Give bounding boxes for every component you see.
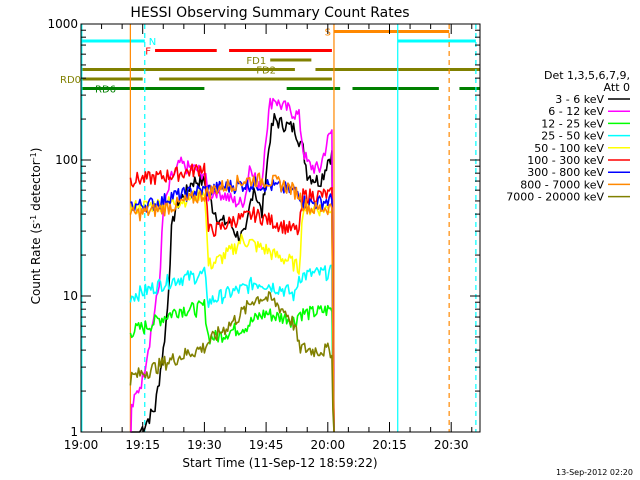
series-line-3 [129,264,335,433]
series-line-5 [129,162,335,433]
series-line-1 [130,97,335,433]
y-tick-label: 1000 [47,17,78,31]
series-line-2 [129,299,335,433]
x-tick-label: 20:30 [434,438,469,452]
legend-header-line1: Det 1,3,5,6,7,9, [544,69,630,82]
flag-label-n: N [149,37,156,48]
flag-label-rd6: RD6 [95,85,116,96]
flag-label-rd0: RD0 [60,75,81,86]
plot-frame [80,23,481,433]
y-axis-label-part1: Count Rate (s [29,223,43,305]
legend-entry-label: 800 - 7000 keV [520,178,604,191]
chart-title: HESSI Observing Summary Count Rates [130,5,409,21]
y-axis-label-sup2: -1 [29,152,38,160]
y-tick-label: 1 [70,425,78,439]
y-axis-label-sup1: -1 [29,215,38,223]
timestamp: 13-Sep-2012 02:20 [556,468,633,477]
axes: 1 10 100 1000 19:00 19:15 19:30 19:45 20:00 20:15… [47,17,481,452]
series-line-8 [129,291,335,433]
x-tick-label: 19:30 [187,438,222,452]
y-axis-label-part2: detector [29,160,43,215]
legend-entry-label: 6 - 12 keV [548,105,604,118]
flag-label-f: F [145,47,151,58]
y-axis-label-part3: ) [29,148,43,153]
legend-entry-label: 25 - 50 keV [541,130,604,143]
x-tick-label: 19:45 [249,438,284,452]
legend-entry-label: 100 - 300 keV [527,154,604,167]
instrument-flags: NSFFD1FD2RD0RD6 [60,28,480,96]
legend-entry-label: 300 - 800 keV [527,166,604,179]
y-axis-label: Count Rate (s-1 detector-1) [29,148,44,305]
flag-label-fd1: FD1 [246,56,266,67]
flag-label-fd2: FD2 [256,66,276,77]
legend-entry-label: 3 - 6 keV [555,93,604,106]
series-lines [129,97,335,433]
x-tick-label: 20:00 [311,438,346,452]
y-tick-label: 100 [55,153,78,167]
x-tick-label: 19:15 [125,438,160,452]
x-axis-label: Start Time (11-Sep-12 18:59:22) [182,456,377,470]
legend-entry-label: 50 - 100 keV [534,142,604,155]
x-tick-label: 20:15 [372,438,407,452]
y-tick-label: 10 [63,289,78,303]
legend-entry-label: 12 - 25 keV [541,117,604,130]
legend-header-line2: Att 0 [604,81,630,94]
legend-entry-label: 7000 - 20000 keV [506,191,604,204]
series-line-7 [129,172,335,433]
x-tick-label: 19:00 [64,438,99,452]
